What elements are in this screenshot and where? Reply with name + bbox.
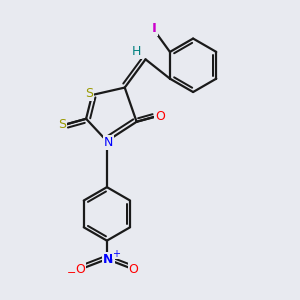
Text: S: S	[58, 118, 66, 131]
Text: N: N	[103, 253, 114, 266]
Text: H: H	[131, 44, 141, 58]
Text: O: O	[129, 263, 139, 276]
Text: +: +	[112, 249, 120, 259]
Text: I: I	[152, 22, 157, 34]
Text: O: O	[75, 263, 85, 276]
Text: O: O	[155, 110, 165, 123]
Text: S: S	[85, 87, 93, 100]
Text: N: N	[104, 136, 113, 149]
Text: −: −	[67, 268, 76, 278]
